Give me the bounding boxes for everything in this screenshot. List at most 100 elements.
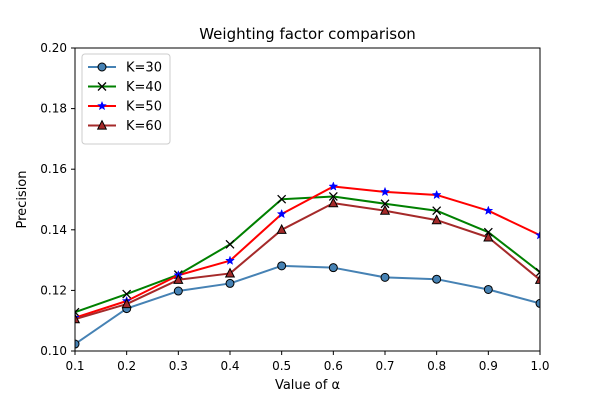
- data-point-K=60-4-shape: [276, 223, 287, 234]
- data-point-K=50-9-shape: [535, 230, 540, 240]
- data-point-K=50-7-shape: [431, 189, 442, 200]
- data-point-K=60-2-shape: [173, 273, 184, 284]
- data-point-K=40-9-shape: [535, 267, 540, 277]
- data-point-K=50-3-shape: [225, 255, 235, 265]
- data-point-K=60-6: [379, 204, 391, 215]
- data-point-K=40-6-shape: [380, 199, 390, 209]
- data-point-K=30-2: [173, 286, 183, 296]
- data-point-K=50-8: [483, 205, 494, 215]
- legend-item-K=40: K=40: [88, 80, 162, 95]
- legend-label: K=60: [126, 119, 162, 134]
- x-tick-label: 0.7: [375, 359, 394, 373]
- data-point-K=40-7: [432, 206, 442, 216]
- data-point-K=30-3-shape: [225, 278, 235, 288]
- data-point-K=50-8-shape: [483, 205, 494, 215]
- data-point-K=30-2-shape: [173, 286, 183, 296]
- data-point-K=40-3-shape: [225, 239, 235, 249]
- data-point-K=60-3-shape: [224, 267, 236, 278]
- series-line-K=40: [75, 195, 540, 314]
- chart-title: Weighting factor comparison: [199, 25, 416, 43]
- data-point-K=60-5-shape: [328, 197, 339, 208]
- y-tick-label: 0.18: [40, 102, 67, 116]
- data-point-K=30-8-shape: [483, 284, 493, 294]
- legend-label: K=50: [126, 100, 162, 115]
- x-tick-label: 0.9: [479, 359, 498, 373]
- data-point-K=40-4: [277, 194, 287, 204]
- data-point-K=30-6-shape: [380, 272, 390, 282]
- data-point-K=30-9-shape: [535, 298, 540, 308]
- x-axis-title: Value of α: [275, 378, 340, 393]
- data-point-K=60-9: [534, 273, 540, 284]
- data-point-K=40-1-shape: [122, 289, 132, 299]
- x-tick-label: 0.2: [117, 359, 136, 373]
- x-tick-label: 0.5: [272, 359, 291, 373]
- x-tick-label: 1.0: [530, 359, 549, 373]
- data-point-K=50-3: [225, 255, 235, 265]
- data-point-K=40-7-shape: [432, 206, 442, 216]
- x-tick-label: 0.6: [324, 359, 343, 373]
- data-point-K=60-3: [224, 267, 236, 278]
- legend-label: K=40: [126, 80, 162, 95]
- legend-item-K=60: K=60: [88, 119, 162, 134]
- data-point-K=50-6: [380, 186, 390, 197]
- data-point-K=50-9: [535, 230, 540, 240]
- data-point-K=40-5-shape: [328, 192, 338, 201]
- data-point-K=50-6-shape: [380, 186, 390, 197]
- data-point-K=60-0-shape: [75, 313, 81, 324]
- data-point-K=40-9: [535, 267, 540, 277]
- y-tick-label: 0.16: [40, 162, 67, 176]
- data-point-K=60-9-shape: [534, 273, 540, 284]
- data-point-K=60-1: [121, 298, 132, 309]
- data-point-K=60-8-shape: [483, 231, 494, 242]
- legend-marker-shape: [97, 100, 107, 111]
- series-line-K=30: [75, 264, 540, 345]
- plot-area: 0.1 0.2 0.3 0.4 0.5 0.6 0.7 0.8 0.9 1.0 0.10 0.12 0.…: [40, 41, 549, 373]
- data-point-K=30-5-shape: [328, 263, 338, 273]
- data-point-K=30-5: [328, 263, 338, 273]
- y-tick-label: 0.14: [40, 223, 67, 237]
- data-point-K=30-8: [483, 284, 493, 294]
- data-point-K=60-8: [483, 231, 494, 242]
- legend-marker-shape: [97, 82, 107, 91]
- legend-item-K=50: K=50: [88, 100, 162, 115]
- data-point-K=30-7: [432, 274, 442, 284]
- x-tick-label: 0.4: [220, 359, 239, 373]
- legend-marker-shape: [97, 62, 107, 72]
- data-point-K=40-6: [380, 199, 390, 209]
- series-line-K=60: [75, 202, 540, 321]
- y-tick-label: 0.12: [40, 283, 67, 297]
- data-point-K=60-7: [431, 214, 442, 225]
- x-tick-label: 0.3: [169, 359, 188, 373]
- data-point-K=40-0: [75, 307, 80, 317]
- data-point-K=40-5: [328, 192, 338, 201]
- data-point-K=60-6-shape: [379, 204, 391, 215]
- data-point-K=30-0-shape: [75, 339, 80, 349]
- legend: K=30 K=40 K=50 K=60: [81, 53, 171, 145]
- legend-box: [81, 53, 171, 145]
- data-point-K=40-4-shape: [277, 194, 287, 204]
- legend-item-K=30: K=30: [88, 61, 162, 76]
- data-point-K=40-1: [122, 289, 132, 299]
- data-point-K=30-6: [380, 272, 390, 282]
- legend-marker: [96, 119, 108, 130]
- data-point-K=60-2: [173, 273, 184, 284]
- series-K=60: [75, 197, 540, 324]
- y-tick-label: 0.20: [40, 41, 67, 55]
- x-tick-label: 0.8: [427, 359, 446, 373]
- data-point-K=50-5-shape: [328, 181, 339, 191]
- series-line-K=50: [75, 185, 540, 319]
- series-K=30: [75, 261, 540, 349]
- data-point-K=30-4-shape: [277, 261, 287, 271]
- series-K=40: [75, 192, 540, 317]
- data-point-K=60-7-shape: [431, 214, 442, 225]
- legend-label: K=30: [126, 61, 162, 76]
- data-point-K=30-4: [277, 261, 287, 271]
- data-point-K=30-7-shape: [432, 274, 442, 284]
- data-point-K=60-0: [75, 313, 81, 324]
- data-point-K=50-4-shape: [276, 208, 287, 219]
- legend-marker: [97, 62, 107, 72]
- legend-marker-shape: [96, 119, 108, 130]
- data-point-K=50-4: [276, 208, 287, 219]
- data-point-K=30-3: [225, 278, 235, 288]
